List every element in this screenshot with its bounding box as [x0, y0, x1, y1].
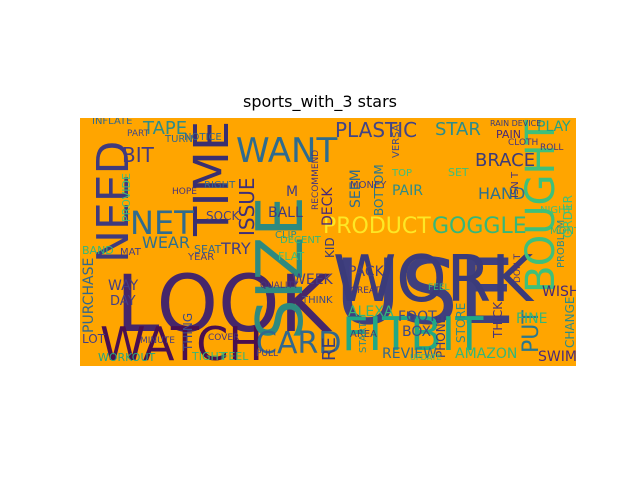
word-order: ORDER — [561, 195, 575, 238]
word-top: TOP — [391, 168, 412, 179]
word-notice: NOTICE — [184, 132, 222, 143]
word-don-t: DON T — [513, 253, 523, 283]
word-feel: FEEL — [428, 283, 450, 293]
word-look: LOOK — [116, 260, 332, 350]
word-hope: HOPE — [172, 187, 197, 197]
word-work: WORK — [333, 243, 535, 317]
word-pain: PAIN — [496, 128, 521, 141]
word-quality: QUALITY — [260, 281, 299, 291]
word-size: SIZE — [244, 196, 318, 340]
word-card: CARD — [256, 326, 341, 361]
word-put: PUT — [519, 310, 544, 353]
word-plastic: PLASTIC — [335, 118, 417, 142]
word-try: TRY — [220, 239, 251, 258]
word-problem: PROBLEM — [556, 220, 567, 268]
word-think: THINK — [301, 295, 333, 306]
word-workout: WORKOUT — [98, 351, 155, 364]
word-product: PRODUCT — [323, 214, 431, 239]
word-phone: PHONE — [434, 316, 448, 358]
word-flat: FLAT — [278, 250, 304, 263]
word-decent: DECENT — [280, 235, 322, 246]
word-bottom: BOTTOM — [372, 164, 386, 216]
word-cover: COVER — [208, 333, 239, 343]
word-way: WAY — [108, 278, 139, 294]
word-want: WANT — [236, 131, 337, 171]
word-money: MONEY — [350, 180, 387, 191]
word-net: NET — [130, 204, 194, 242]
word-great: GREAT — [350, 286, 380, 296]
word-month: MONTH — [550, 226, 576, 237]
word-year: YEAR — [187, 252, 214, 263]
word-goggle: GOGGLE — [432, 214, 527, 239]
word-purchase: PURCHASE — [81, 258, 97, 333]
word-versa: VERSA — [391, 124, 402, 158]
word-cloth: CLOTH — [508, 138, 538, 148]
word-fine: FINE — [516, 311, 548, 327]
word-provide: PROVIDE — [120, 173, 133, 222]
word-swim: SWIM — [538, 349, 576, 365]
word-hand: HAND — [478, 184, 525, 203]
figure-title: sports_with_3 stars — [242, 92, 397, 111]
word-night: NIGHT — [540, 205, 573, 216]
word-sock: SOCK — [206, 209, 240, 223]
word-foot: FOOT — [398, 309, 437, 325]
word-update: UPDATE — [410, 353, 442, 362]
word-right: RIGHT — [204, 180, 236, 191]
word-isn-t: ISN T — [510, 171, 521, 198]
word-time: TIME — [184, 121, 240, 237]
word-tape: TAPE — [142, 118, 187, 139]
word-need: NEED — [88, 141, 139, 263]
word-ball: BALL — [268, 205, 303, 221]
word-deck: DECK — [320, 187, 336, 226]
word-review: REVIEW — [382, 346, 437, 362]
word-box: BOX — [402, 324, 431, 340]
word-lot: LOT — [82, 332, 106, 346]
word-minute: MINUTE — [140, 336, 175, 346]
word-part: PART — [127, 129, 150, 139]
word-bit: BIT — [122, 143, 155, 167]
word-roll: ROLL — [540, 143, 563, 153]
word-day: DAY — [110, 294, 136, 309]
word-start: START — [358, 321, 369, 353]
word-alexa: ALEXA — [348, 304, 394, 320]
word-seem: SEEM — [348, 169, 364, 208]
word-clip: CLIP — [275, 230, 297, 241]
word-cloud-background — [80, 118, 576, 366]
word-band: BAND — [82, 244, 114, 257]
word-thick: THICK — [491, 301, 505, 339]
word-amazon: AMAZON — [455, 346, 517, 362]
word-kid: KID — [323, 237, 337, 258]
word-brace: BRACE — [475, 150, 535, 171]
word-pull: PULL — [256, 349, 278, 359]
word-m: M — [286, 184, 298, 200]
word-wish: WISH — [542, 284, 576, 300]
word-play: PLAY — [537, 119, 571, 135]
word-thing: THING — [181, 313, 195, 352]
word-pair: PAIR — [392, 183, 423, 199]
word-pack: PACK — [348, 264, 385, 280]
word-turn: TURN — [164, 134, 193, 145]
word-wear: WEAR — [142, 233, 190, 252]
word-mat: MAT — [120, 247, 142, 258]
word-watch: WATCH — [100, 317, 263, 366]
word-tight: TIGHT — [191, 350, 226, 363]
word-week: WEEK — [292, 272, 334, 288]
word-seat: SEAT — [194, 243, 222, 256]
word-issue: ISSUE — [235, 177, 259, 236]
word-fitbit: FITBIT — [342, 307, 484, 361]
word-store: STORE — [454, 303, 468, 343]
word-use: USE — [335, 240, 515, 345]
word-inflate: INFLATE — [92, 118, 132, 127]
word-re: RE — [319, 337, 340, 361]
word-change: CHANGE — [563, 297, 576, 348]
word-bought: BOUGHT — [518, 119, 564, 293]
word-area: AREA — [350, 329, 377, 340]
word-recommend: RECOMMEND — [311, 150, 321, 210]
word-feel: FEEL — [222, 350, 249, 363]
word-star: STAR — [435, 119, 481, 140]
word-set: SET — [448, 166, 469, 179]
word-rain-device: RAIN DEVICE — [490, 119, 541, 128]
